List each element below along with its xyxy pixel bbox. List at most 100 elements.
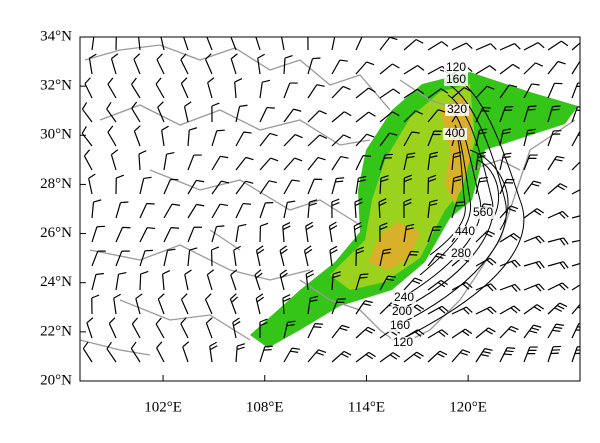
wind-barb bbox=[162, 269, 171, 291]
wind-barb bbox=[187, 226, 203, 243]
wind-barb bbox=[283, 82, 298, 99]
wind-barb bbox=[427, 151, 439, 171]
wind-barb bbox=[427, 199, 438, 219]
wind-barb bbox=[255, 293, 264, 315]
y-tick-label: 20°N bbox=[40, 372, 72, 388]
wind-barb bbox=[131, 101, 141, 123]
wind-barb bbox=[499, 325, 519, 339]
wind-barb bbox=[307, 156, 326, 171]
wind-barb bbox=[91, 37, 95, 51]
wind-barb bbox=[379, 248, 392, 267]
wind-barb bbox=[355, 300, 373, 315]
wind-barb bbox=[355, 326, 376, 339]
wind-barb bbox=[547, 323, 564, 339]
wind-barb bbox=[499, 178, 515, 195]
wind-barb bbox=[163, 178, 179, 195]
wind-barb bbox=[259, 157, 279, 171]
wind-barb bbox=[180, 53, 189, 75]
rain-shading-mid bbox=[330, 84, 475, 290]
wind-barb bbox=[499, 233, 521, 243]
wind-barb bbox=[303, 245, 313, 267]
wind-barb bbox=[547, 345, 562, 363]
contour-label: 160 bbox=[390, 318, 410, 332]
wind-barb bbox=[307, 178, 323, 195]
contour-label-bg bbox=[443, 128, 467, 140]
wind-barb bbox=[279, 245, 288, 267]
wind-barb bbox=[161, 125, 169, 147]
wind-barb bbox=[523, 235, 545, 244]
wind-barb bbox=[235, 180, 254, 195]
wind-barb bbox=[163, 226, 179, 243]
wind-barb bbox=[307, 322, 323, 339]
wind-barb bbox=[255, 245, 265, 267]
wind-barb bbox=[283, 108, 302, 123]
wind-barb bbox=[571, 106, 580, 123]
wind-barb bbox=[307, 199, 318, 219]
wind-barb bbox=[355, 37, 363, 51]
wind-barb bbox=[305, 269, 314, 291]
wind-barb bbox=[451, 87, 472, 99]
wind-barb bbox=[283, 157, 303, 171]
wind-barb bbox=[259, 79, 271, 99]
wind-barb bbox=[499, 305, 521, 315]
wind-barb bbox=[307, 349, 327, 363]
wind-barb bbox=[331, 198, 340, 219]
wind-barb bbox=[403, 38, 424, 51]
wind-barb bbox=[547, 302, 568, 315]
wind-barb bbox=[115, 201, 129, 219]
y-tick-label: 24°N bbox=[40, 274, 72, 290]
wind-barb bbox=[331, 155, 349, 171]
wind-barb bbox=[184, 269, 192, 291]
wind-barb bbox=[523, 260, 545, 270]
wind-barb bbox=[451, 328, 473, 339]
wind-barb bbox=[282, 222, 291, 243]
contour-label: 120 bbox=[446, 60, 466, 74]
wind-barb bbox=[547, 237, 569, 246]
wind-barb bbox=[571, 322, 580, 339]
wind-barb bbox=[279, 269, 288, 291]
wind-barb bbox=[183, 101, 192, 123]
contour bbox=[397, 69, 525, 341]
wind-barb bbox=[209, 341, 218, 363]
wind-barb bbox=[379, 275, 396, 291]
contour-label-bg bbox=[453, 226, 477, 238]
wind-barb bbox=[107, 125, 117, 147]
wind-barb bbox=[547, 40, 569, 51]
wind-barb bbox=[355, 87, 376, 99]
contour-label-bg bbox=[391, 337, 415, 349]
rain-shading-heavy bbox=[368, 95, 472, 270]
wind-barb bbox=[115, 37, 117, 51]
wind-barb bbox=[499, 152, 512, 171]
wind-barb bbox=[475, 230, 496, 243]
wind-barb bbox=[88, 173, 96, 195]
wind-barb bbox=[307, 110, 327, 123]
wind-barb bbox=[403, 329, 425, 339]
wind-barb bbox=[499, 128, 512, 147]
wind-barb bbox=[283, 133, 303, 147]
wind-barb bbox=[83, 149, 93, 171]
wind-barb bbox=[233, 245, 242, 267]
wind-barb bbox=[307, 295, 319, 315]
wind-barb bbox=[403, 110, 424, 123]
wind-barb bbox=[131, 77, 141, 99]
wind-barb bbox=[139, 202, 155, 219]
wind-barb bbox=[523, 283, 545, 292]
wind-barb bbox=[355, 154, 371, 171]
wind-barb bbox=[259, 106, 275, 123]
wind-barb bbox=[307, 134, 328, 147]
wind-barb bbox=[211, 102, 220, 123]
contour-label: 160 bbox=[446, 72, 466, 86]
wind-barb bbox=[133, 53, 141, 75]
wind-barb bbox=[182, 341, 190, 363]
wind-barb bbox=[230, 37, 237, 51]
contour-label: 200 bbox=[392, 304, 412, 318]
wind-barb bbox=[547, 282, 569, 291]
wind-barb bbox=[81, 102, 93, 123]
wind-barb bbox=[547, 105, 561, 123]
wind-barb bbox=[499, 63, 520, 75]
wind-barb bbox=[499, 259, 521, 268]
wind-barbs bbox=[81, 37, 580, 363]
wind-barb bbox=[259, 202, 274, 219]
wind-barb bbox=[571, 60, 580, 75]
wind-barb bbox=[133, 125, 141, 147]
